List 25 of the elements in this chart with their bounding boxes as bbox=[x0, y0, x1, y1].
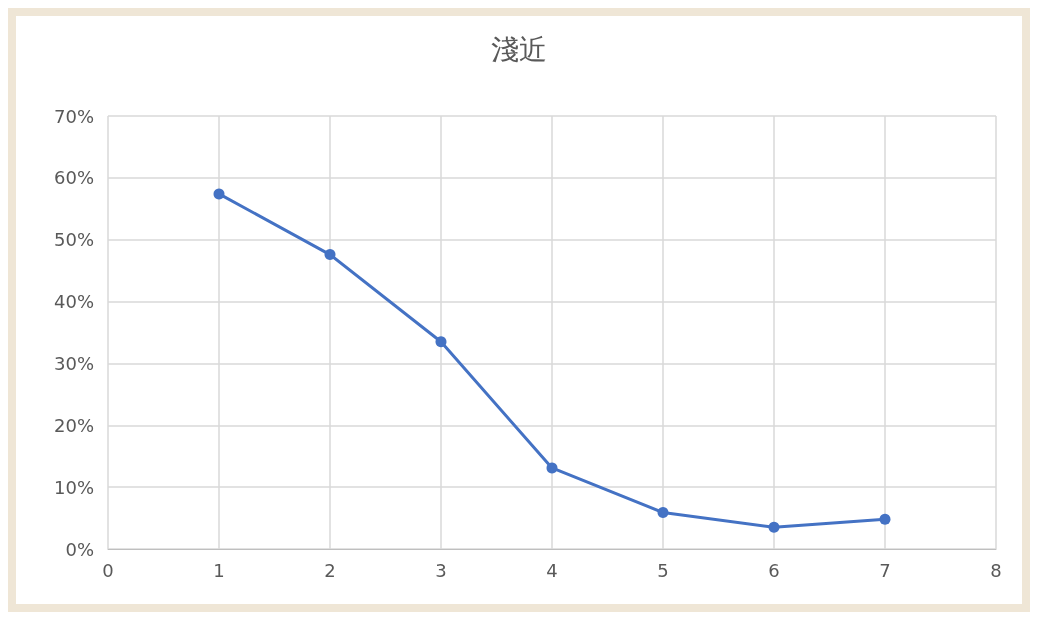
point bbox=[435, 336, 447, 348]
point bbox=[213, 188, 225, 200]
y-tick-label: 30% bbox=[53, 352, 94, 374]
x-tick-label: 2 bbox=[324, 559, 336, 581]
x-tick-label: 0 bbox=[102, 559, 114, 581]
x-tick-label: 6 bbox=[768, 559, 780, 581]
y-tick-label: 40% bbox=[53, 291, 94, 313]
x-tick-label: 7 bbox=[879, 559, 891, 581]
chart-title: 淺近 bbox=[491, 32, 547, 66]
x-tick-label: 8 bbox=[990, 559, 1002, 581]
point bbox=[324, 249, 336, 261]
point bbox=[657, 507, 669, 518]
x-tick-label: 5 bbox=[657, 559, 669, 581]
x-tick-label: 3 bbox=[435, 559, 447, 581]
y-tick-label: 60% bbox=[53, 167, 94, 189]
y-tick-label: 0% bbox=[65, 538, 94, 560]
point bbox=[546, 462, 558, 474]
x-tick-label: 4 bbox=[546, 559, 558, 581]
y-tick-label: 70% bbox=[53, 105, 94, 127]
y-tick-label: 10% bbox=[53, 476, 94, 498]
x-tick-label: 1 bbox=[213, 559, 225, 581]
y-tick-label: 50% bbox=[53, 229, 94, 251]
point bbox=[768, 521, 780, 533]
point bbox=[879, 513, 891, 525]
y-tick-label: 20% bbox=[53, 414, 94, 436]
